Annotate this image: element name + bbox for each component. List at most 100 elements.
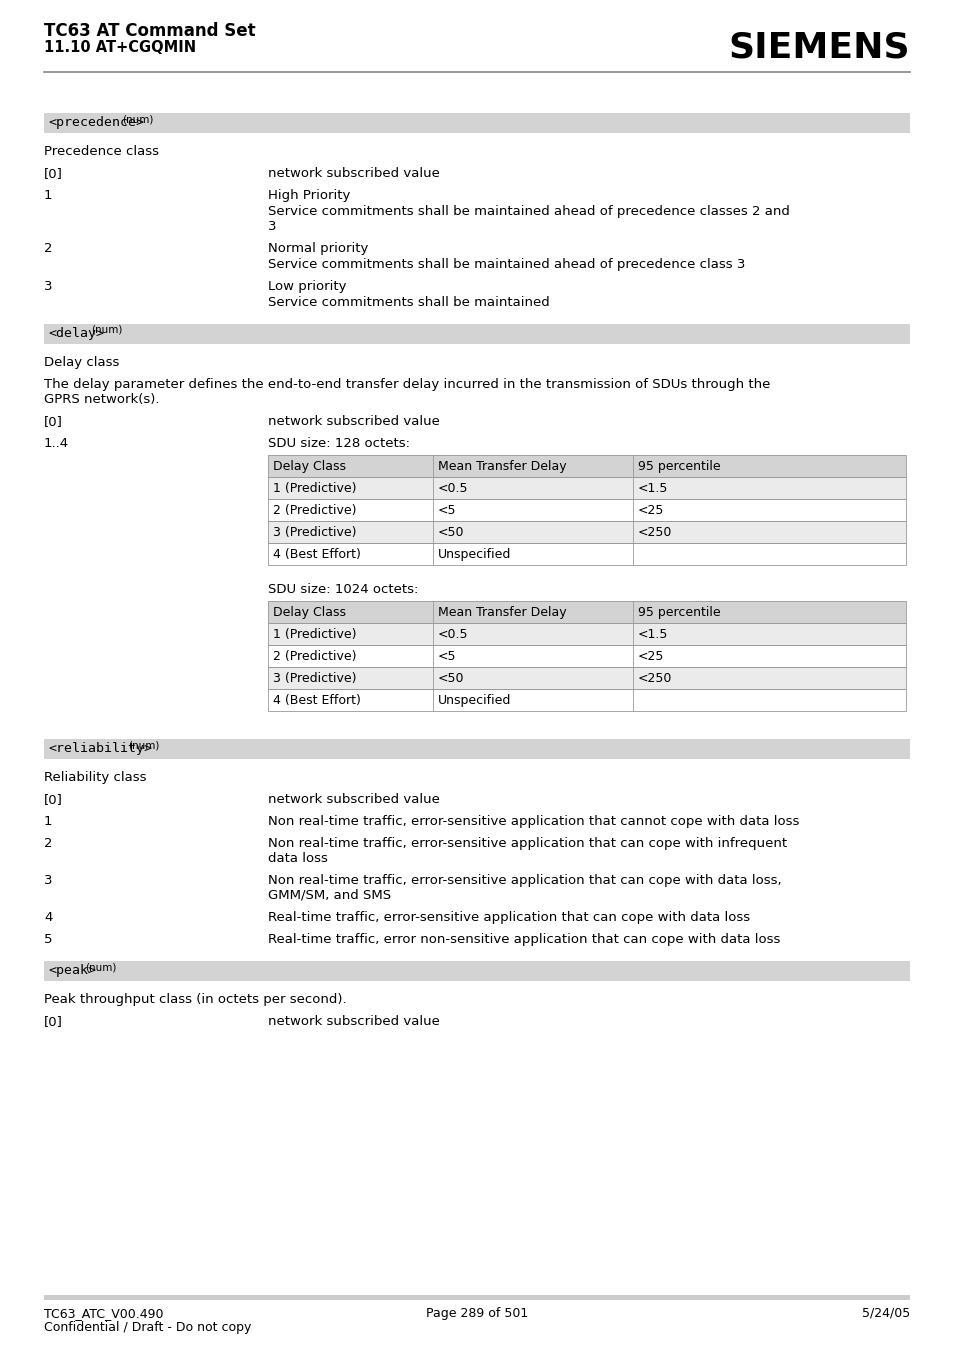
Text: 1: 1 [44,189,52,203]
Text: network subscribed value: network subscribed value [268,168,439,180]
Text: [0]: [0] [44,793,63,807]
Bar [268,477,905,499]
Text: Unspecified: Unspecified [437,694,511,707]
Text: 4 (Best Effort): 4 (Best Effort) [273,549,360,561]
Bar [268,543,905,565]
Bar [268,521,905,543]
Text: TC63_ATC_V00.490: TC63_ATC_V00.490 [44,1306,163,1320]
Text: 3 (Predictive): 3 (Predictive) [273,526,356,539]
Text: network subscribed value: network subscribed value [268,415,439,428]
Text: TC63 AT Command Set: TC63 AT Command Set [44,22,255,41]
Text: Reliability class: Reliability class [44,771,147,784]
Text: Peak throughput class (in octets per second).: Peak throughput class (in octets per sec… [44,993,346,1006]
Text: (num): (num) [129,740,160,750]
Text: GPRS network(s).: GPRS network(s). [44,393,159,407]
Text: 2 (Predictive): 2 (Predictive) [273,650,356,663]
Text: Delay Class: Delay Class [273,459,346,473]
Text: <5: <5 [437,650,456,663]
Bar [44,113,909,132]
Text: <precedence>: <precedence> [48,116,144,128]
Text: <25: <25 [638,650,663,663]
Text: <50: <50 [437,526,464,539]
Text: (num): (num) [122,113,153,124]
Text: <0.5: <0.5 [437,482,468,494]
Text: Non real-time traffic, error-sensitive application that cannot cope with data lo: Non real-time traffic, error-sensitive a… [268,815,799,828]
Bar [268,623,905,644]
Text: Service commitments shall be maintained ahead of precedence classes 2 and: Service commitments shall be maintained … [268,205,789,218]
Text: 3: 3 [268,220,276,232]
Bar [44,961,909,981]
Bar [268,455,905,477]
Text: network subscribed value: network subscribed value [268,793,439,807]
Text: SIEMENS: SIEMENS [727,30,909,63]
Text: 2: 2 [44,838,52,850]
Text: <1.5: <1.5 [638,482,668,494]
Bar [268,601,905,623]
Text: <0.5: <0.5 [437,628,468,640]
Bar [268,623,905,644]
Text: 2 (Predictive): 2 (Predictive) [273,504,356,517]
Bar [268,543,905,565]
Bar [44,739,909,759]
Text: Low priority: Low priority [268,280,346,293]
Text: 11.10 AT+CGQMIN: 11.10 AT+CGQMIN [44,41,196,55]
Text: 3 (Predictive): 3 (Predictive) [273,671,356,685]
Text: (num): (num) [85,962,116,971]
Text: [0]: [0] [44,1015,63,1028]
Text: 3: 3 [44,280,52,293]
Text: 3: 3 [44,874,52,888]
Text: Delay Class: Delay Class [273,607,346,619]
Text: 5/24/05: 5/24/05 [861,1306,909,1320]
Text: Real-time traffic, error non-sensitive application that can cope with data loss: Real-time traffic, error non-sensitive a… [268,934,780,946]
Text: SDU size: 128 octets:: SDU size: 128 octets: [268,436,410,450]
Text: [0]: [0] [44,168,63,180]
Bar [268,455,905,477]
Bar [268,499,905,521]
Text: 4 (Best Effort): 4 (Best Effort) [273,694,360,707]
Text: <1.5: <1.5 [638,628,668,640]
Text: <reliability>: <reliability> [48,742,152,755]
Text: <25: <25 [638,504,663,517]
Text: [0]: [0] [44,415,63,428]
Bar [268,667,905,689]
Bar [268,499,905,521]
Text: GMM/SM, and SMS: GMM/SM, and SMS [268,889,391,902]
Text: High Priority: High Priority [268,189,350,203]
Text: SDU size: 1024 octets:: SDU size: 1024 octets: [268,584,418,596]
Text: Real-time traffic, error-sensitive application that can cope with data loss: Real-time traffic, error-sensitive appli… [268,911,749,924]
Text: data loss: data loss [268,852,328,865]
Text: Unspecified: Unspecified [437,549,511,561]
Text: Delay class: Delay class [44,357,119,369]
Bar [268,689,905,711]
Text: Service commitments shall be maintained: Service commitments shall be maintained [268,296,549,309]
Bar [268,644,905,667]
Text: 1..4: 1..4 [44,436,69,450]
Text: 1 (Predictive): 1 (Predictive) [273,482,356,494]
Text: (num): (num) [91,326,123,335]
Text: <250: <250 [638,671,672,685]
Text: <5: <5 [437,504,456,517]
Text: Confidential / Draft - Do not copy: Confidential / Draft - Do not copy [44,1321,251,1333]
Bar [268,644,905,667]
Text: Mean Transfer Delay: Mean Transfer Delay [437,607,566,619]
Text: Mean Transfer Delay: Mean Transfer Delay [437,459,566,473]
Text: Normal priority: Normal priority [268,242,368,255]
Text: <delay>: <delay> [48,327,104,340]
Text: Non real-time traffic, error-sensitive application that can cope with infrequent: Non real-time traffic, error-sensitive a… [268,838,786,850]
Bar [44,324,909,345]
Text: Page 289 of 501: Page 289 of 501 [425,1306,528,1320]
Text: <250: <250 [638,526,672,539]
Bar [44,1296,909,1300]
Text: 5: 5 [44,934,52,946]
Bar [268,477,905,499]
Text: 95 percentile: 95 percentile [638,459,720,473]
Bar [268,521,905,543]
Text: The delay parameter defines the end-to-end transfer delay incurred in the transm: The delay parameter defines the end-to-e… [44,378,770,390]
Text: 1: 1 [44,815,52,828]
Text: Service commitments shall be maintained ahead of precedence class 3: Service commitments shall be maintained … [268,258,744,272]
Text: 2: 2 [44,242,52,255]
Text: <peak>: <peak> [48,965,96,977]
Text: 4: 4 [44,911,52,924]
Text: network subscribed value: network subscribed value [268,1015,439,1028]
Text: 1 (Predictive): 1 (Predictive) [273,628,356,640]
